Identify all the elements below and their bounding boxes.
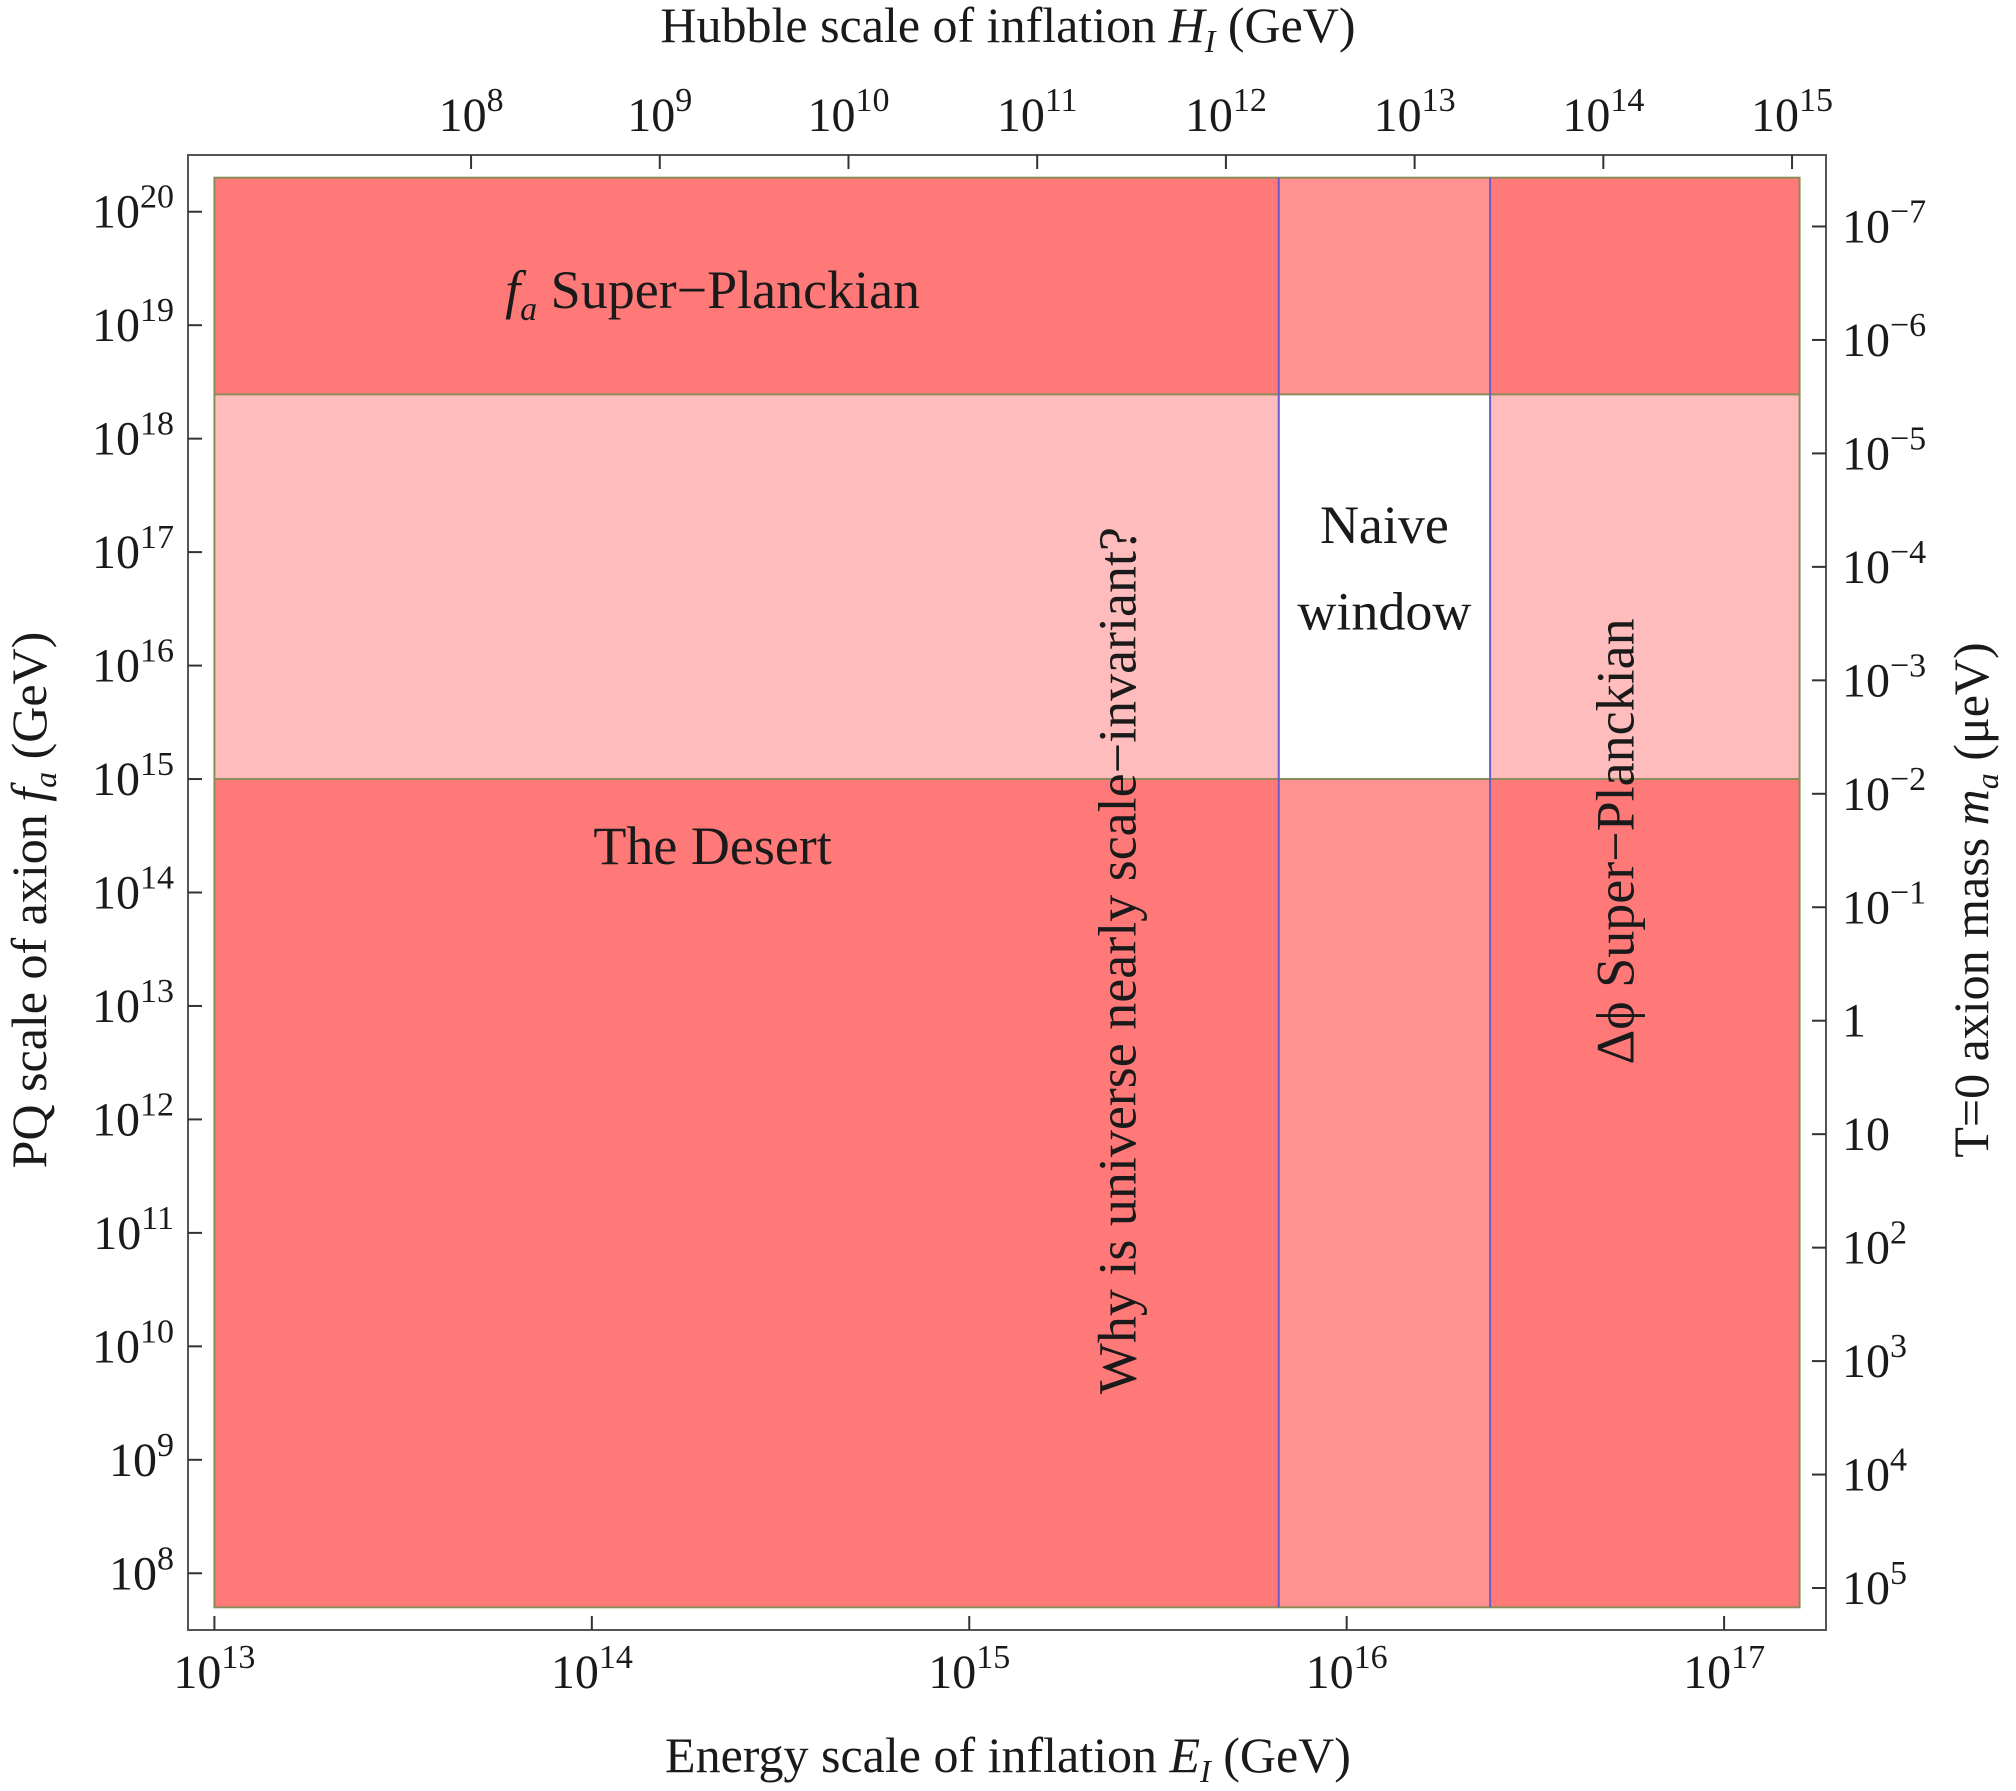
x-axis-label: Energy scale of inflation EI (GeV)	[665, 1727, 1351, 1789]
y2-tick-label: 10−3	[1842, 647, 1926, 707]
y-tick-label: 1020	[92, 179, 174, 239]
x-tick-label: 1014	[551, 1639, 633, 1699]
y-tick-label: 1012	[92, 1086, 174, 1146]
region-1	[214, 177, 1800, 395]
region-0	[214, 779, 1800, 1608]
x-tick-label: 1017	[1683, 1639, 1765, 1699]
x-tick-label: 1015	[928, 1639, 1010, 1699]
y2-tick-label: 10−1	[1842, 874, 1926, 934]
y2-tick-label: 104	[1842, 1442, 1907, 1502]
annotation-scale_inv: Why is universe nearly scale−invariant?	[1087, 527, 1147, 1394]
annotation-dphi: Δϕ Super−Planckian	[1586, 618, 1646, 1064]
x2-tick-label: 109	[627, 82, 692, 142]
annotation-desert: The Desert	[593, 816, 831, 876]
y-axis-label: PQ scale of axion fa (GeV)	[1, 632, 63, 1169]
annotation-naive_2: window	[1297, 581, 1471, 641]
x-tick-label: 1016	[1306, 1639, 1388, 1699]
y-tick-label: 1017	[92, 519, 174, 579]
region-outline	[213, 176, 1801, 1609]
y-tick-label: 108	[109, 1540, 174, 1600]
y-tick-label: 1018	[92, 406, 174, 466]
annotation-fa_super: fa Super−Planckian	[505, 260, 920, 328]
y-tick-label: 1014	[92, 860, 174, 920]
x2-tick-label: 1014	[1562, 82, 1644, 142]
naive-window	[1278, 394, 1491, 780]
annotation-naive_1: Naive	[1320, 495, 1449, 555]
x2-tick-label: 1013	[1374, 82, 1456, 142]
x2-tick-label: 1015	[1751, 82, 1833, 142]
x-tick-label: 1013	[173, 1639, 255, 1699]
y2-tick-label: 10−7	[1842, 193, 1926, 253]
region-2	[214, 177, 1279, 1608]
y-tick-label: 1016	[92, 633, 174, 693]
y2-tick-label: 10−6	[1842, 307, 1926, 367]
x2-tick-label: 1012	[1185, 82, 1267, 142]
x2-tick-label: 1010	[807, 82, 889, 142]
y2-tick-label: 103	[1842, 1328, 1907, 1388]
y-tick-label: 1013	[92, 973, 174, 1033]
x2-tick-label: 108	[439, 82, 504, 142]
y-tick-label: 1015	[92, 746, 174, 806]
region-annotations: fa Super−Planckian The Desert Why is unive…	[505, 260, 1645, 1394]
y-tick-label: 1011	[93, 1200, 174, 1260]
y-tick-label: 109	[109, 1427, 174, 1487]
y-tick-label: 1019	[92, 292, 174, 352]
y2-tick-label: 1	[1842, 995, 1866, 1048]
y2-tick-label: 10	[1842, 1108, 1890, 1161]
region-3	[1490, 177, 1800, 1608]
y2-tick-label: 102	[1842, 1215, 1907, 1275]
plot-regions	[213, 176, 1801, 1609]
y2-tick-label: 10−4	[1842, 534, 1926, 594]
y-tick-label: 1010	[92, 1313, 174, 1373]
axis-ticks: 1013 1014 1015 1016 1017 108 109 1010 1011 1012 10…	[92, 82, 1926, 1699]
y2-tick-label: 10−5	[1842, 420, 1926, 480]
x2-axis-label: Hubble scale of inflation HI (GeV)	[660, 0, 1355, 59]
y2-tick-label: 105	[1842, 1555, 1907, 1615]
y2-axis-label: T=0 axion mass ma (μeV)	[1943, 642, 2005, 1157]
x2-tick-label: 1011	[997, 82, 1078, 142]
y2-tick-label: 10−2	[1842, 761, 1926, 821]
